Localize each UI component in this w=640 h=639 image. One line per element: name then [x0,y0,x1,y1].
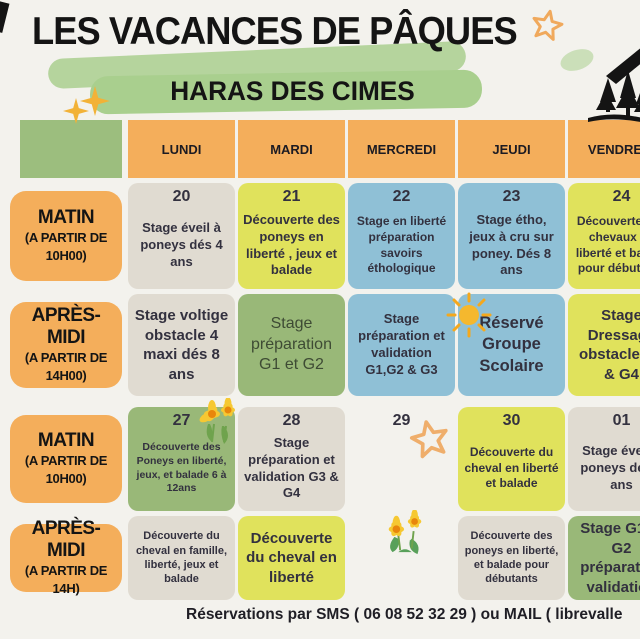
table-row-apres-midi-2: APRÈS-MIDI (A PARTIR DE 14H) Découverte … [10,516,640,600]
star-outline-icon [409,420,448,459]
cell-jeudi-30: 30 Découverte du cheval en liberté et ba… [458,407,565,511]
row-label-matin-1: MATIN (A PARTIR DE 10H00) [10,191,122,281]
cell-mardi-28: 28 Stage préparation et validation G3 & … [238,407,345,511]
cell-mardi-21: 21 Découverte des poneys en liberté , je… [238,183,345,289]
sun-icon [446,292,492,338]
header-cell-jeudi: JEUDI [458,120,565,178]
header-cell-empty [20,120,122,178]
daffodil-icon [388,510,422,555]
daffodil-icon [199,398,235,444]
sparkles-icon [63,98,89,124]
cell-lundi-27: 27 Découverte des Poneys en liberté, jeu… [128,407,235,511]
sparkles-icon [80,86,110,116]
subtitle: HARAS DES CIMES [170,76,415,106]
corner-mark [0,1,10,33]
page-title: LES VACANCES DE PÂQUES [32,10,518,53]
table-row-matin-1: MATIN (A PARTIR DE 10H00) 20 Stage éveil… [10,183,640,289]
cell-mardi-pm2: Découverte du cheval en liberté [238,516,345,600]
cell-mardi-pm1: Stage préparation G1 et G2 [238,294,345,396]
cell-lundi-20: 20 Stage éveil à poneys dés 4 ans [128,183,235,289]
cell-mercredi-29: 29 [392,412,411,429]
header-cell-lundi: LUNDI [128,120,235,178]
cell-lundi-pm2: Découverte du cheval en famille, liberté… [128,516,235,600]
header-cell-mercredi: MERCREDI [348,120,455,178]
header-cell-vendredi: VENDREDI [568,120,640,178]
cell-vendredi-01: 01 Stage éveil à poneys dés 4 ans [568,407,640,511]
cell-jeudi-pm2: Découverte des poneys en liberté, et bal… [458,516,565,600]
cell-vendredi-pm2: Stage G1 et G2 préparation validation [568,516,640,600]
row-label-apres-midi-1: APRÈS-MIDI (A PARTIR DE 14H00) [10,302,122,388]
cell-mercredi-22: 22 Stage en liberté préparation savoirs … [348,183,455,289]
table-row-matin-2: MATIN (A PARTIR DE 10H00) 27 Découverte … [10,407,640,511]
star-outline-icon [532,9,564,41]
forest-icon [588,48,640,122]
cell-vendredi-24: 24 Découverte des chevaux en liberté et … [568,183,640,289]
cell-jeudi-23: 23 Stage étho, jeux à cru sur poney. Dés… [458,183,565,289]
row-label-apres-midi-2: APRÈS-MIDI (A PARTIR DE 14H) [10,518,122,596]
reservation-contact-text: Réservations par SMS ( 06 08 52 32 29 ) … [186,606,623,623]
row-label-matin-2: MATIN (A PARTIR DE 10H00) [10,415,122,503]
cell-mercredi-pm1: Stage préparation et validation G1,G2 & … [348,294,455,396]
table-row-apres-midi-1: APRÈS-MIDI (A PARTIR DE 14H00) Stage vol… [10,294,640,396]
header-cell-mardi: MARDI [238,120,345,178]
cell-vendredi-pm1: Stage Dressage obstacle G3 & G4 [568,294,640,396]
table-header-row: LUNDI MARDI MERCREDI JEUDI VENDREDI [10,120,640,178]
cell-lundi-pm1: Stage voltige obstacle 4 maxi dés 8 ans [128,294,235,396]
